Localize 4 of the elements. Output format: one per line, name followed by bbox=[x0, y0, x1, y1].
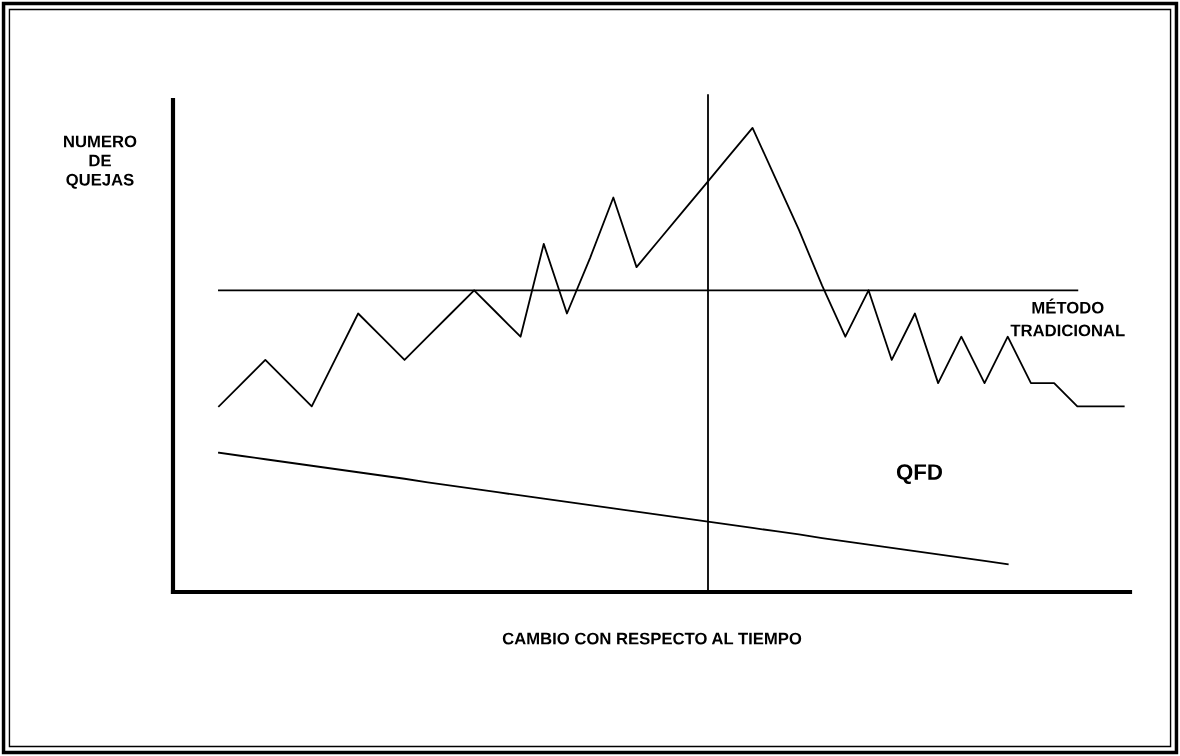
x-axis-title: CAMBIO CON RESPECTO AL TIEMPO bbox=[502, 632, 802, 645]
series-label: MÉTODO TRADICIONAL bbox=[1010, 298, 1125, 337]
text: QFD bbox=[896, 464, 942, 485]
y-axis-title: NUMERO DE QUEJAS bbox=[64, 135, 137, 189]
